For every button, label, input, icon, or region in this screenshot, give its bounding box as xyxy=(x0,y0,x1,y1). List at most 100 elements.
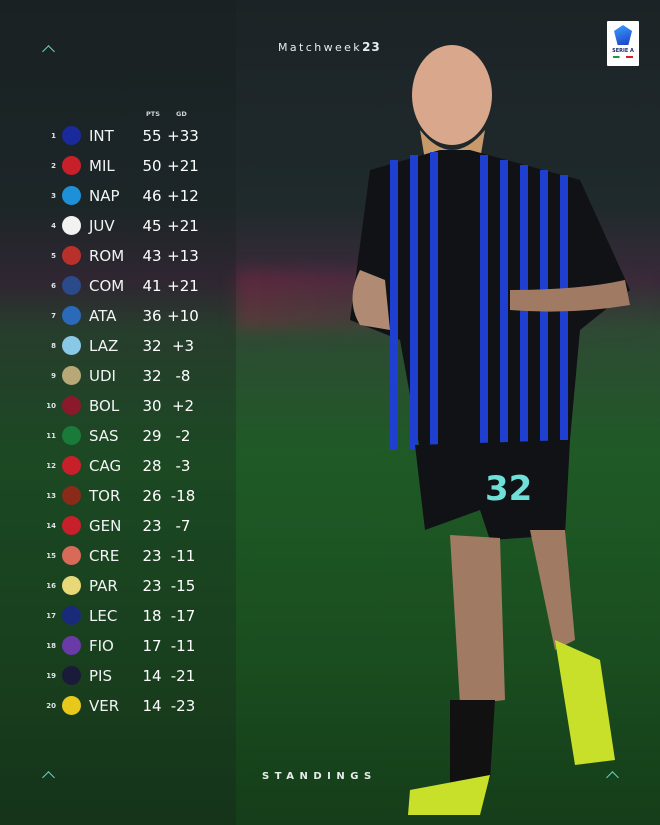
table-row: 17 LEC 18 -17 xyxy=(0,601,236,631)
team-crest-icon xyxy=(62,666,81,685)
table-row: 15 CRE 23 -11 xyxy=(0,541,236,571)
points: 23 xyxy=(142,547,162,565)
column-header-pts: PTS xyxy=(146,110,160,118)
serie-a-logo: SERIE A xyxy=(607,21,639,66)
logo-text: SERIE A xyxy=(612,48,634,54)
goal-difference: +10 xyxy=(167,307,199,325)
rank: 15 xyxy=(46,552,56,560)
rank: 8 xyxy=(51,342,56,350)
table-row: 16 PAR 23 -15 xyxy=(0,571,236,601)
rank: 2 xyxy=(51,162,56,170)
table-row: 20 VER 14 -23 xyxy=(0,691,236,721)
points: 18 xyxy=(142,607,162,625)
points: 17 xyxy=(142,637,162,655)
points: 32 xyxy=(142,337,162,355)
rank: 18 xyxy=(46,642,56,650)
goal-difference: -3 xyxy=(175,457,191,475)
rank: 11 xyxy=(46,432,56,440)
team-name: ATA xyxy=(89,307,117,325)
column-header-gd: GD xyxy=(176,110,187,118)
points: 29 xyxy=(142,427,162,445)
team-crest-icon xyxy=(62,246,81,265)
points: 43 xyxy=(142,247,162,265)
team-crest-icon xyxy=(62,126,81,145)
team-crest-icon xyxy=(62,486,81,505)
table-row: 9 UDI 32 -8 xyxy=(0,361,236,391)
team-name: VER xyxy=(89,697,120,715)
team-name: INT xyxy=(89,127,114,145)
goal-difference: +21 xyxy=(167,277,199,295)
goal-difference: +21 xyxy=(167,157,199,175)
jersey-number: 32 xyxy=(485,469,532,509)
goal-difference: +12 xyxy=(167,187,199,205)
team-crest-icon xyxy=(62,396,81,415)
points: 55 xyxy=(142,127,162,145)
goal-difference: +21 xyxy=(167,217,199,235)
table-row: 13 TOR 26 -18 xyxy=(0,481,236,511)
goal-difference: -2 xyxy=(175,427,191,445)
table-row: 4 JUV 45 +21 xyxy=(0,211,236,241)
points: 41 xyxy=(142,277,162,295)
rank: 16 xyxy=(46,582,56,590)
points: 23 xyxy=(142,517,162,535)
team-name: LEC xyxy=(89,607,118,625)
team-crest-icon xyxy=(62,456,81,475)
table-row: 19 PIS 14 -21 xyxy=(0,661,236,691)
team-name: MIL xyxy=(89,157,115,175)
rank: 12 xyxy=(46,462,56,470)
points: 30 xyxy=(142,397,162,415)
rank: 4 xyxy=(51,222,56,230)
goal-difference: +3 xyxy=(171,337,195,355)
team-crest-icon xyxy=(62,606,81,625)
team-crest-icon xyxy=(62,696,81,715)
team-name: GEN xyxy=(89,517,122,535)
team-name: PIS xyxy=(89,667,112,685)
table-row: 1 INT 55 +33 xyxy=(0,121,236,151)
team-crest-icon xyxy=(62,306,81,325)
table-row: 14 GEN 23 -7 xyxy=(0,511,236,541)
rank: 19 xyxy=(46,672,56,680)
italian-flag-stripe xyxy=(613,56,633,58)
goal-difference: +13 xyxy=(167,247,199,265)
goal-difference: -15 xyxy=(170,577,196,595)
goal-difference: +2 xyxy=(171,397,195,415)
goal-difference: -17 xyxy=(170,607,196,625)
points: 28 xyxy=(142,457,162,475)
points: 26 xyxy=(142,487,162,505)
goal-difference: -21 xyxy=(170,667,196,685)
team-name: CAG xyxy=(89,457,122,475)
rank: 14 xyxy=(46,522,56,530)
rank: 7 xyxy=(51,312,56,320)
rank: 1 xyxy=(51,132,56,140)
team-crest-icon xyxy=(62,156,81,175)
title-prefix: Matchweek xyxy=(278,41,363,54)
points: 23 xyxy=(142,577,162,595)
rank: 5 xyxy=(51,252,56,260)
table-row: 6 COM 41 +21 xyxy=(0,271,236,301)
table-row: 18 FIO 17 -11 xyxy=(0,631,236,661)
table-row: 3 NAP 46 +12 xyxy=(0,181,236,211)
points: 46 xyxy=(142,187,162,205)
team-crest-icon xyxy=(62,276,81,295)
team-name: BOL xyxy=(89,397,120,415)
rank: 20 xyxy=(46,702,56,710)
table-row: 2 MIL 50 +21 xyxy=(0,151,236,181)
team-crest-icon xyxy=(62,516,81,535)
goal-difference: +33 xyxy=(167,127,199,145)
team-name: CRE xyxy=(89,547,120,565)
team-name: FIO xyxy=(89,637,114,655)
goal-difference: -23 xyxy=(170,697,196,715)
team-crest-icon xyxy=(62,186,81,205)
serie-a-shield-icon xyxy=(614,25,632,45)
points: 36 xyxy=(142,307,162,325)
table-row: 8 LAZ 32 +3 xyxy=(0,331,236,361)
points: 45 xyxy=(142,217,162,235)
table-row: 12 CAG 28 -3 xyxy=(0,451,236,481)
team-crest-icon xyxy=(62,546,81,565)
rank: 17 xyxy=(46,612,56,620)
team-crest-icon xyxy=(62,366,81,385)
team-name: COM xyxy=(89,277,125,295)
team-name: JUV xyxy=(89,217,115,235)
team-name: LAZ xyxy=(89,337,119,355)
rank: 6 xyxy=(51,282,56,290)
